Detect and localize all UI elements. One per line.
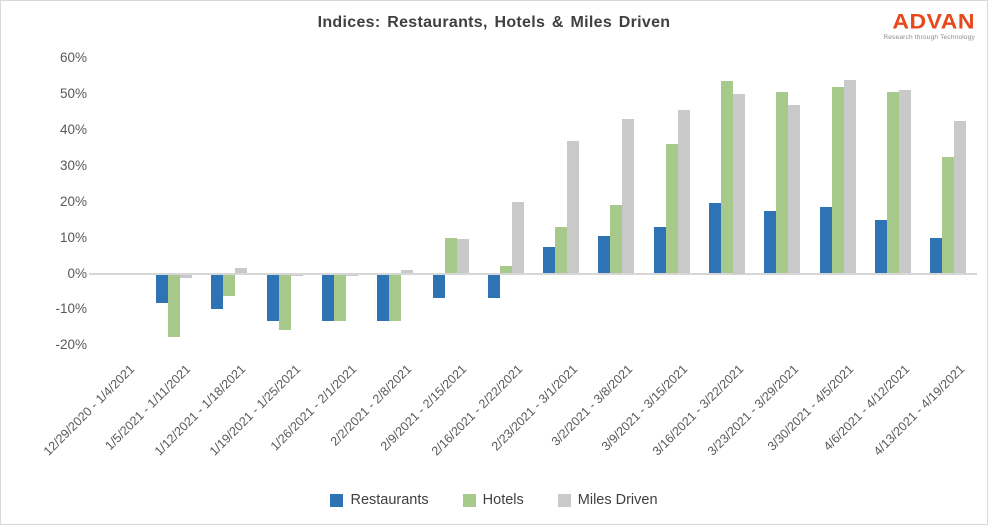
bar-miles-driven <box>401 269 414 274</box>
bar-miles-driven <box>677 110 690 274</box>
y-axis-label: 40% <box>59 121 87 137</box>
bar-restaurants <box>930 237 943 274</box>
bar-restaurants <box>266 274 279 322</box>
bar-restaurants <box>377 274 390 322</box>
bar-miles-driven <box>511 201 524 274</box>
bar-restaurants <box>764 210 777 274</box>
bar-hotels <box>887 92 900 274</box>
bar-hotels <box>665 144 678 274</box>
legend-label: Restaurants <box>350 492 429 508</box>
bar-hotels <box>499 266 512 274</box>
bar-miles-driven <box>345 274 358 277</box>
y-axis-label: 60% <box>59 50 87 66</box>
x-axis-label: 4/13/2021 - 4/19/2021 <box>870 362 968 459</box>
bar-restaurants <box>709 203 722 274</box>
legend-item-miles-driven: Miles Driven <box>557 492 658 508</box>
bar-restaurants <box>321 274 334 322</box>
y-axis-label: -10% <box>55 301 87 317</box>
bar-hotels <box>167 274 180 338</box>
legend-label: Hotels <box>482 492 524 508</box>
y-axis-label: 50% <box>59 86 87 101</box>
bar-miles-driven <box>899 90 912 274</box>
y-axis-label: 30% <box>59 157 87 173</box>
bar-restaurants <box>875 219 888 274</box>
x-axis-zero-line <box>89 273 977 275</box>
bar-hotels <box>333 274 346 322</box>
legend-marker-icon <box>330 493 344 507</box>
x-axis-label: 1/12/2021 - 1/18/2021 <box>151 362 249 459</box>
bar-restaurants <box>487 274 500 298</box>
x-axis-label: 1/19/2021 - 1/25/2021 <box>207 362 304 459</box>
bar-restaurants <box>155 274 168 304</box>
bar-hotels <box>278 274 291 331</box>
bar-miles-driven <box>954 120 967 274</box>
legend-item-hotels: Hotels <box>462 492 524 508</box>
x-axis-label: 2/16/2021 - 2/22/2021 <box>428 362 525 459</box>
bar-hotels <box>776 92 789 274</box>
bar-restaurants <box>598 235 611 274</box>
bar-miles-driven <box>290 274 303 277</box>
bar-miles-driven <box>733 94 746 274</box>
chart-title: Indices: Restaurants, Hotels & Miles Dri… <box>317 14 671 31</box>
bar-restaurants <box>653 226 666 274</box>
advan-logo: ADVAN Research through Technology <box>883 10 975 42</box>
y-axis-label: 10% <box>59 229 87 245</box>
bar-hotels <box>721 81 734 274</box>
bar-restaurants <box>819 207 832 274</box>
legend-marker-icon <box>462 493 476 507</box>
y-axis-label: 0% <box>67 265 87 281</box>
y-axis-label: -20% <box>55 337 87 353</box>
bar-hotels <box>831 86 844 274</box>
bar-hotels <box>389 274 402 322</box>
bar-miles-driven <box>567 140 580 274</box>
legend-label: Miles Driven <box>577 492 658 508</box>
x-axis-label: 3/23/2021 - 3/29/2021 <box>704 362 802 459</box>
bar-restaurants <box>543 246 556 274</box>
bar-hotels <box>444 237 457 274</box>
bar-miles-driven <box>788 104 801 274</box>
bar-hotels <box>555 226 568 274</box>
y-axis-label: 20% <box>59 193 87 209</box>
legend-item-restaurants: Restaurants <box>330 492 429 508</box>
x-axis-label: 12/29/2020 - 1/4/2021 <box>41 362 138 459</box>
advan-logo-text: ADVAN <box>892 9 975 33</box>
bar-restaurants <box>432 274 445 298</box>
bar-miles-driven <box>179 274 192 279</box>
bar-hotels <box>223 274 236 297</box>
bar-miles-driven <box>622 119 635 274</box>
legend: Restaurants Hotels Miles Driven <box>1 492 987 508</box>
bar-hotels <box>610 205 623 274</box>
bar-miles-driven <box>235 268 248 274</box>
advan-logo-tagline: Research through Technology <box>883 34 975 41</box>
bar-restaurants <box>211 274 224 309</box>
bar-miles-driven <box>843 79 856 274</box>
bar-miles-driven <box>456 239 469 274</box>
legend-marker-icon <box>557 493 571 507</box>
bar-hotels <box>942 156 955 274</box>
